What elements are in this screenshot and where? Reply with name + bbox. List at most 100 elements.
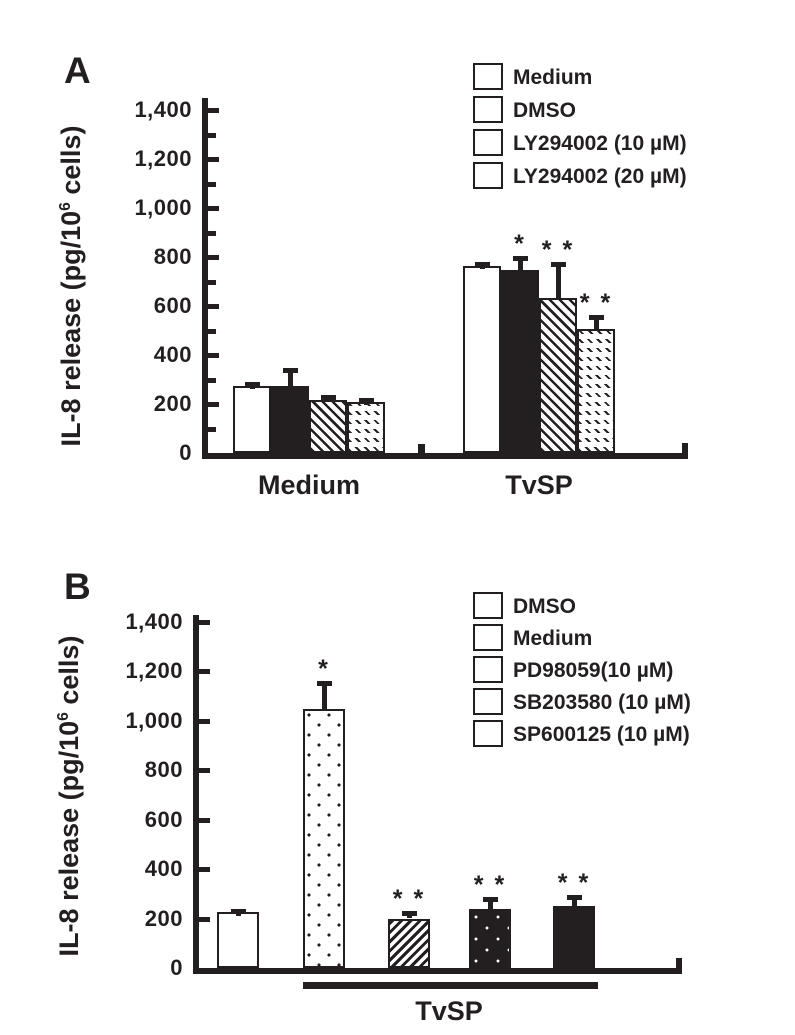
y-axis-major-tick bbox=[199, 768, 210, 773]
y-axis-major-tick bbox=[199, 916, 210, 922]
legend-swatch-sp600125-10-m bbox=[473, 720, 503, 747]
y-axis-major-tick bbox=[208, 402, 219, 407]
bar-ly294002-10-m-medium bbox=[309, 399, 347, 453]
y-axis-title-text: IL-8 release (pg/10 bbox=[56, 210, 86, 447]
error-bar bbox=[320, 395, 336, 403]
y-axis-line bbox=[193, 615, 199, 974]
bar-medium bbox=[303, 709, 345, 968]
y-axis-tick-label: 400 bbox=[144, 856, 183, 881]
legend-swatch-medium bbox=[473, 63, 503, 90]
y-axis-major-tick bbox=[199, 619, 210, 625]
error-bar bbox=[401, 910, 417, 919]
y-axis-title-superscript: 6 bbox=[57, 202, 74, 211]
x-axis-line bbox=[193, 968, 682, 974]
y-axis-tick-label: 600 bbox=[153, 293, 192, 318]
y-axis-major-tick bbox=[199, 867, 210, 872]
y-axis-tick-label: 1,400 bbox=[125, 608, 183, 634]
legend-label-medium: Medium bbox=[513, 627, 593, 650]
y-axis-minor-tick bbox=[208, 230, 216, 236]
y-axis-tick-label: 0 bbox=[170, 955, 183, 980]
panel-b-label: B bbox=[64, 566, 91, 607]
error-bar bbox=[482, 897, 498, 910]
panel-a-y-axis-title: IL-8 release (pg/106 cells) bbox=[56, 110, 87, 462]
y-axis-tick-label: 200 bbox=[153, 391, 192, 416]
y-axis-major-tick bbox=[208, 255, 219, 260]
legend-swatch-dmso bbox=[473, 96, 503, 123]
x-axis-end-cap bbox=[676, 958, 682, 974]
significance-marker: * * bbox=[473, 871, 507, 900]
y-axis-major-tick bbox=[199, 669, 210, 674]
y-axis-minor-tick bbox=[208, 377, 216, 383]
tvsp-group-underline bbox=[303, 982, 598, 989]
legend-label-ly294002-20-m: LY294002 (20 µM) bbox=[513, 165, 687, 188]
y-axis-major-tick bbox=[208, 206, 219, 211]
y-axis-title-text: cells) bbox=[56, 125, 86, 203]
y-axis-minor-tick bbox=[208, 132, 216, 138]
legend-swatch-medium bbox=[473, 624, 503, 651]
legend-label-medium: Medium bbox=[513, 66, 593, 89]
legend-swatch-pd98059-10-m bbox=[473, 656, 503, 683]
y-axis-major-tick bbox=[199, 718, 210, 724]
significance-marker: * * bbox=[541, 235, 575, 264]
error-bar bbox=[550, 261, 566, 299]
y-axis-tick-label: 1,200 bbox=[134, 146, 192, 171]
legend-swatch-ly294002-20-m bbox=[473, 162, 503, 189]
significance-marker: * * bbox=[557, 868, 591, 897]
y-axis-tick-label: 1,000 bbox=[134, 195, 192, 220]
y-axis-tick-label: 600 bbox=[144, 806, 183, 832]
panel-b-y-axis-title: IL-8 release (pg/106 cells) bbox=[54, 610, 85, 982]
y-axis-major-tick bbox=[208, 304, 219, 309]
panel-a-label: A bbox=[64, 50, 91, 91]
bar-sp600125-10-m bbox=[553, 906, 595, 968]
legend-swatch-sb203580-10-m bbox=[473, 688, 503, 715]
legend-label-ly294002-10-m: LY294002 (10 µM) bbox=[513, 132, 687, 155]
bar-dmso-tvsp bbox=[501, 269, 539, 453]
error-bar bbox=[282, 367, 298, 386]
bar-medium-tvsp bbox=[463, 266, 501, 453]
y-axis-tick-label: 0 bbox=[179, 440, 192, 465]
legend-label-dmso: DMSO bbox=[513, 595, 576, 618]
y-axis-minor-tick bbox=[208, 426, 216, 432]
x-axis-group-tick bbox=[418, 444, 425, 453]
y-axis-title-text: IL-8 release (pg/10 bbox=[54, 720, 84, 957]
error-bar bbox=[358, 397, 374, 405]
y-axis-tick-label: 1,000 bbox=[125, 707, 183, 733]
error-bar bbox=[244, 381, 260, 389]
y-axis-major-tick bbox=[199, 817, 210, 823]
significance-marker: * bbox=[514, 230, 526, 259]
error-bar bbox=[512, 256, 528, 271]
bar-dmso bbox=[217, 912, 259, 968]
significance-marker: * bbox=[318, 654, 330, 683]
x-group-label: Medium bbox=[257, 470, 360, 500]
y-axis-minor-tick bbox=[208, 279, 216, 285]
error-bar bbox=[566, 894, 582, 907]
legend-label-dmso: DMSO bbox=[513, 99, 576, 122]
x-axis-end-cap bbox=[682, 443, 688, 459]
error-bar bbox=[230, 908, 246, 916]
y-axis-title-superscript: 6 bbox=[55, 712, 72, 721]
y-axis-tick-label: 800 bbox=[144, 757, 183, 782]
bar-pd98059-10-m bbox=[388, 918, 430, 968]
error-bar bbox=[474, 261, 490, 269]
y-axis-minor-tick bbox=[208, 328, 216, 334]
bar-dmso-medium bbox=[271, 385, 309, 453]
legend-label-sb203580-10-m: SB203580 (10 µM) bbox=[513, 691, 691, 714]
y-axis-tick-label: 1,400 bbox=[134, 97, 192, 122]
significance-marker: * * bbox=[392, 884, 426, 913]
error-bar bbox=[316, 680, 332, 710]
x-axis-line bbox=[202, 453, 688, 459]
error-bar bbox=[588, 315, 604, 330]
y-axis-tick-label: 400 bbox=[153, 342, 192, 367]
y-axis-major-tick bbox=[208, 108, 219, 113]
y-axis-line bbox=[202, 98, 208, 459]
y-axis-major-tick bbox=[208, 353, 219, 358]
legend-label-pd98059-10-m: PD98059(10 µM) bbox=[513, 659, 674, 682]
y-axis-title-text: cells) bbox=[54, 635, 84, 713]
legend-swatch-dmso bbox=[473, 592, 503, 619]
y-axis-minor-tick bbox=[208, 181, 216, 187]
significance-marker: * * bbox=[579, 289, 613, 318]
bar-ly294002-20-m-medium bbox=[347, 401, 385, 453]
legend-swatch-ly294002-10-m bbox=[473, 129, 503, 156]
y-axis-major-tick bbox=[208, 157, 219, 162]
